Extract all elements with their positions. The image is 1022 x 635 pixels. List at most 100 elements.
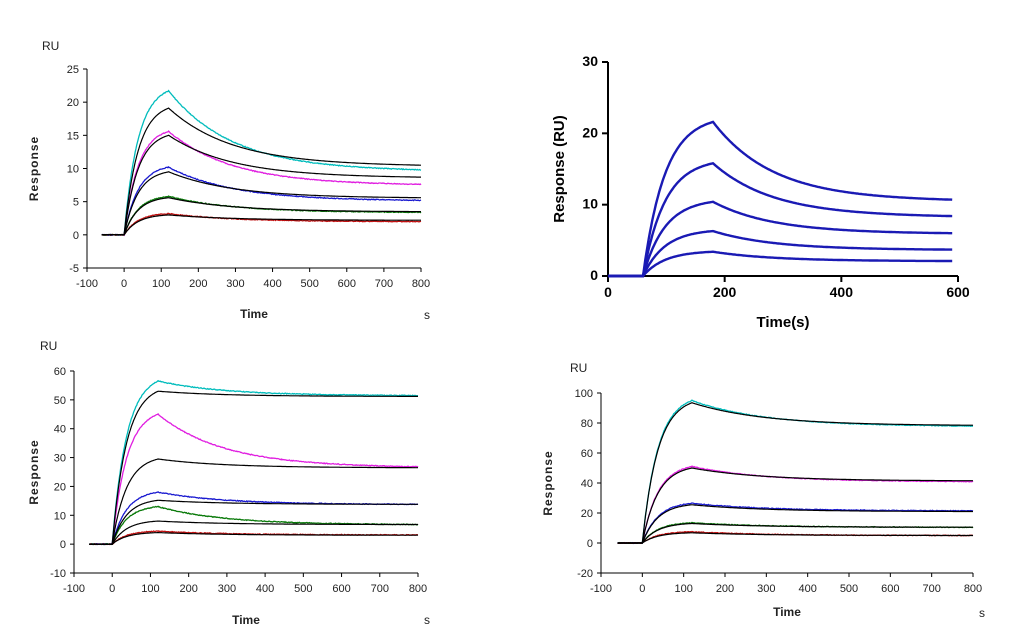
x-tick-label: 600 [338,278,356,290]
x-tick-label: 500 [840,583,858,595]
x-tick-label: -100 [76,278,98,290]
y-tick-label: 30 [54,453,66,465]
x-tick-label: 700 [375,278,393,290]
y-tick-label: 20 [54,481,66,493]
x-axis-title: Time [232,613,260,627]
fit-line-5 [89,531,418,545]
y-tick-label: 0 [590,267,598,283]
y-tick-label: 10 [67,164,79,176]
fit-line-5 [617,532,973,544]
y-tick-label: 20 [581,508,593,520]
y-unit-label: RU [42,39,59,53]
x-tick-label: 500 [300,278,318,290]
series-line-5 [89,530,419,546]
x-tick-label: 200 [713,284,737,300]
fit-line-2 [101,134,421,236]
y-tick-label: 25 [67,64,79,76]
x-unit-label: s [424,613,430,627]
x-tick-label: -100 [590,583,612,595]
y-axis-title: Response [27,439,41,504]
x-tick-label: 400 [256,583,274,595]
fit-line-2 [617,467,974,544]
series-line-4 [88,505,419,546]
y-tick-label: 50 [54,395,66,407]
series-line-1 [608,120,953,278]
chart-panel-2: 0 10 20 30 0 200 400 600 Response (RU) Time(s) [551,53,970,331]
x-tick-label: 700 [371,583,389,595]
series-line-1 [617,399,974,544]
y-unit-label: RU [40,339,57,353]
y-tick-label: 40 [54,424,66,436]
y-tick-label: 5 [73,197,79,209]
series-line-4 [608,229,953,278]
fit-line-4 [101,197,421,236]
x-tick-label: 600 [946,284,970,300]
series-line-5 [617,530,974,545]
x-tick-label: 800 [409,583,427,595]
x-tick-label: 300 [218,583,236,595]
y-tick-label: 0 [73,230,79,242]
x-tick-label: -100 [63,583,85,595]
series-line-5 [101,212,422,236]
fit-line-5 [101,214,421,236]
fit-line-1 [617,402,974,544]
x-axis-title: Time [240,307,268,321]
y-axis-title: Response (RU) [551,115,568,223]
chart-panel-4: -20 0 20 40 60 80 100 -100 0 100 200 300 400 500 600 70… [541,361,985,620]
x-tick-label: 100 [674,583,692,595]
x-tick-label: 400 [830,284,854,300]
y-tick-label: -5 [69,263,79,275]
x-unit-label: s [979,606,985,620]
x-tick-label: 400 [798,583,816,595]
x-axis-title: Time [773,605,801,619]
chart-panel-1: -5 0 5 10 15 20 25 -100 0 100 200 300 400 500 600 700 80… [27,39,430,322]
x-tick-label: 200 [179,583,197,595]
y-tick-label: 30 [582,53,598,69]
x-tick-label: 100 [141,583,159,595]
fit-line-1 [89,390,418,545]
x-tick-label: 400 [263,278,281,290]
x-tick-label: 0 [604,284,612,300]
series-line-3 [101,165,422,237]
y-tick-label: 15 [67,130,79,142]
series-line-2 [608,161,953,278]
fit-line-2 [89,458,418,545]
y-tick-label: 10 [582,196,598,212]
x-axis-title: Time(s) [756,314,809,331]
y-tick-label: 10 [54,510,66,522]
x-tick-label: 0 [639,583,645,595]
series-line-1 [101,89,422,236]
series-line-2 [101,130,422,237]
x-tick-label: 0 [109,583,115,595]
y-tick-label: 20 [67,97,79,109]
fit-line-1 [101,107,421,236]
x-tick-label: 600 [881,583,899,595]
x-tick-label: 100 [152,278,170,290]
y-tick-label: 60 [54,366,66,378]
fit-line-4 [617,522,974,544]
y-tick-label: 100 [575,388,593,400]
x-tick-label: 800 [964,583,982,595]
y-tick-label: 0 [587,538,593,550]
x-tick-label: 300 [226,278,244,290]
series-line-3 [89,491,419,546]
x-tick-label: 200 [716,583,734,595]
fit-line-3 [101,171,421,236]
x-tick-label: 600 [332,583,350,595]
y-tick-label: -20 [577,568,593,580]
fit-line-3 [89,499,418,545]
x-unit-label: s [424,308,430,322]
series-line-5 [608,250,953,278]
x-tick-label: 500 [294,583,312,595]
x-tick-label: 300 [757,583,775,595]
y-tick-label: 20 [582,124,598,140]
fit-line-4 [89,520,418,545]
y-tick-label: 60 [581,448,593,460]
series-line-1 [89,379,419,546]
x-tick-label: 700 [922,583,940,595]
x-tick-label: 800 [412,278,430,290]
y-tick-label: 40 [581,478,593,490]
y-unit-label: RU [570,361,587,375]
